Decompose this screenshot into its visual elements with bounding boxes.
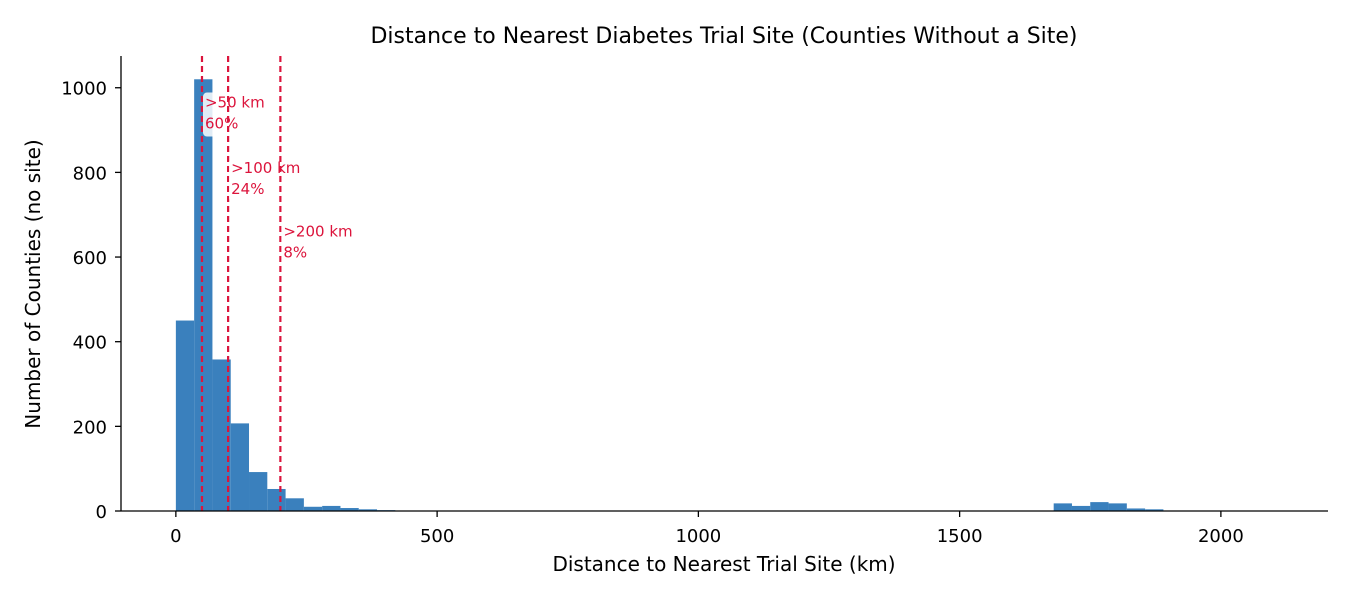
y-axis-label: Number of Counties (no site) bbox=[21, 139, 45, 428]
histogram-bar bbox=[322, 505, 341, 511]
threshold-label: >50 km bbox=[205, 94, 265, 112]
histogram-bar bbox=[1126, 508, 1146, 511]
threshold-label: >200 km bbox=[283, 223, 352, 241]
y-tick-label: 600 bbox=[73, 248, 107, 269]
threshold-percent: 24% bbox=[231, 180, 264, 198]
axes: 0 500 1000 1500 2000 0 200 400 600 800 1000 bbox=[61, 56, 1328, 547]
histogram-bar bbox=[194, 79, 213, 512]
x-tick-label: 2000 bbox=[1198, 526, 1244, 547]
histogram-bar bbox=[1090, 502, 1109, 511]
y-tick-label: 0 bbox=[96, 502, 107, 523]
histogram-bar bbox=[175, 320, 195, 511]
histogram-bar bbox=[212, 359, 231, 511]
y-tick-label: 800 bbox=[73, 163, 107, 184]
x-tick-label: 0 bbox=[170, 526, 181, 547]
threshold-label-box bbox=[202, 92, 281, 137]
histogram-bar bbox=[1053, 503, 1072, 511]
y-tick-label: 1000 bbox=[61, 79, 107, 100]
y-tick-label: 400 bbox=[73, 333, 107, 354]
x-tick-label: 1000 bbox=[675, 526, 721, 547]
histogram-bar bbox=[249, 472, 268, 511]
threshold-label-box bbox=[229, 158, 308, 203]
histogram-bar bbox=[1108, 503, 1127, 511]
x-axis-label: Distance to Nearest Trial Site (km) bbox=[552, 552, 895, 576]
histogram-bar bbox=[340, 508, 359, 511]
threshold-percent: 8% bbox=[283, 244, 307, 262]
y-tick-label: 200 bbox=[73, 417, 107, 438]
histogram-bar bbox=[1071, 505, 1091, 511]
histogram-bar bbox=[1145, 509, 1164, 511]
threshold-lines: >50 km 60% >100 km 24% >200 km 8% bbox=[200, 56, 360, 511]
histogram-bar bbox=[230, 423, 250, 511]
threshold-label: >100 km bbox=[231, 159, 300, 177]
histogram-bar bbox=[303, 506, 323, 511]
histogram-bar bbox=[285, 498, 304, 511]
chart-title: Distance to Nearest Diabetes Trial Site … bbox=[370, 24, 1077, 49]
x-tick-label: 500 bbox=[420, 526, 454, 547]
threshold-label-box bbox=[281, 221, 360, 266]
histogram-bars bbox=[175, 79, 1164, 512]
x-tick-label: 1500 bbox=[937, 526, 983, 547]
threshold-percent: 60% bbox=[205, 115, 238, 133]
histogram-bar bbox=[267, 488, 286, 511]
histogram-bar bbox=[358, 509, 378, 511]
